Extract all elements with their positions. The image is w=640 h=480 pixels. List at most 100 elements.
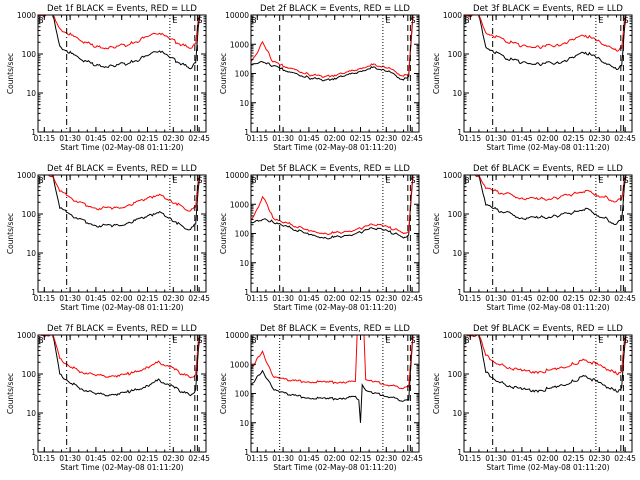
x-tick-label: 02:30	[376, 294, 398, 303]
x-tick-label: 01:45	[85, 454, 107, 463]
x-tick-label: 02:15	[563, 454, 585, 463]
y-tick-label: 1000	[230, 200, 249, 209]
series-lld	[251, 15, 414, 78]
x-tick-label: 02:45	[614, 294, 636, 303]
marker-b: B	[464, 176, 470, 185]
x-tick-label: 01:45	[298, 134, 320, 143]
x-axis-label: Start Time (02-May-08 01:11:20)	[486, 303, 609, 312]
x-tick-label: 02:00	[537, 134, 559, 143]
x-tick-label: 02:30	[163, 134, 185, 143]
y-axis-label: Counts/sec	[219, 53, 228, 94]
y-axis-label: Counts/sec	[432, 213, 441, 254]
y-tick-label: 10000	[225, 171, 249, 180]
marker-s: S	[410, 336, 415, 345]
x-tick-label: 01:45	[511, 134, 533, 143]
x-tick-label: 01:30	[485, 134, 507, 143]
panel-title: Det 9f BLACK = Events, RED = LLD	[473, 324, 623, 334]
x-tick-label: 02:45	[401, 454, 423, 463]
x-tick-label: 01:45	[298, 454, 320, 463]
y-tick-label: 100	[22, 50, 37, 59]
x-axis-label: Start Time (02-May-08 01:11:20)	[273, 143, 396, 152]
y-tick-label: 10000	[225, 11, 249, 20]
y-tick-label: 1	[457, 128, 462, 137]
x-tick-label: 01:30	[272, 134, 294, 143]
marker-s: S	[197, 176, 202, 185]
y-tick-label: 1000	[17, 331, 36, 340]
y-tick-label: 10	[452, 249, 462, 258]
x-tick-label: 01:30	[59, 294, 81, 303]
x-tick-label: 02:00	[324, 294, 346, 303]
y-tick-label: 100	[235, 70, 250, 79]
x-tick-label: 02:00	[111, 294, 133, 303]
x-tick-label: 01:15	[459, 454, 481, 463]
series-events	[464, 175, 627, 226]
y-axis-label: Counts/sec	[219, 373, 228, 414]
y-tick-label: 1	[457, 288, 462, 297]
y-tick-label: 10	[26, 249, 36, 258]
y-tick-label: 1	[31, 288, 36, 297]
marker-e: E	[173, 16, 178, 25]
x-tick-label: 02:45	[614, 134, 636, 143]
marker-b: B	[464, 336, 470, 345]
x-tick-label: 01:30	[59, 454, 81, 463]
x-tick-label: 02:00	[111, 134, 133, 143]
y-axis-label: Counts/sec	[6, 373, 15, 414]
x-tick-label: 02:30	[376, 454, 398, 463]
y-tick-label: 100	[448, 50, 463, 59]
x-tick-label: 01:15	[246, 294, 268, 303]
x-axis-label: Start Time (02-May-08 01:11:20)	[273, 303, 396, 312]
marker-b: B	[251, 336, 257, 345]
plot-frame	[37, 334, 207, 453]
marker-e: E	[599, 16, 604, 25]
y-tick-label: 10	[239, 99, 249, 108]
x-tick-label: 01:30	[485, 454, 507, 463]
y-tick-label: 1	[457, 448, 462, 457]
panel-title: Det 8f BLACK = Events, RED = LLD	[260, 324, 410, 334]
y-tick-label: 1	[244, 288, 249, 297]
marker-s: S	[623, 16, 628, 25]
x-tick-label: 02:00	[537, 294, 559, 303]
x-tick-label: 01:45	[85, 134, 107, 143]
x-tick-label: 02:30	[589, 454, 611, 463]
x-tick-label: 02:15	[350, 454, 372, 463]
y-tick-label: 1	[31, 448, 36, 457]
x-tick-label: 01:45	[511, 454, 533, 463]
plot-frame	[463, 174, 633, 293]
y-tick-label: 1	[244, 128, 249, 137]
marker-b: B	[38, 176, 44, 185]
x-tick-label: 02:45	[188, 294, 210, 303]
x-tick-label: 02:15	[350, 134, 372, 143]
x-axis-label: Start Time (02-May-08 01:11:20)	[486, 463, 609, 472]
y-tick-label: 1	[31, 128, 36, 137]
y-tick-label: 10	[26, 89, 36, 98]
x-tick-label: 02:15	[563, 294, 585, 303]
x-tick-label: 01:45	[511, 294, 533, 303]
x-tick-label: 02:15	[563, 134, 585, 143]
panel-title: Det 1f BLACK = Events, RED = LLD	[47, 4, 197, 14]
x-tick-label: 02:15	[137, 134, 159, 143]
x-tick-label: 02:45	[188, 134, 210, 143]
marker-e: E	[386, 176, 391, 185]
y-axis-label: Counts/sec	[219, 213, 228, 254]
y-tick-label: 10	[452, 89, 462, 98]
y-axis-label: Counts/sec	[6, 213, 15, 254]
plot-frame	[250, 334, 420, 453]
marker-e: E	[386, 336, 391, 345]
marker-e: E	[173, 176, 178, 185]
y-tick-label: 100	[235, 390, 250, 399]
y-tick-label: 1000	[17, 171, 36, 180]
marker-s: S	[197, 16, 202, 25]
marker-s: S	[197, 336, 202, 345]
x-tick-label: 02:30	[589, 134, 611, 143]
x-tick-label: 02:00	[324, 454, 346, 463]
series-lld	[38, 175, 201, 212]
y-tick-label: 100	[22, 370, 37, 379]
x-tick-label: 01:15	[33, 134, 55, 143]
y-axis-label: Counts/sec	[6, 53, 15, 94]
y-axis-label: Counts/sec	[432, 373, 441, 414]
y-tick-label: 10	[26, 409, 36, 418]
